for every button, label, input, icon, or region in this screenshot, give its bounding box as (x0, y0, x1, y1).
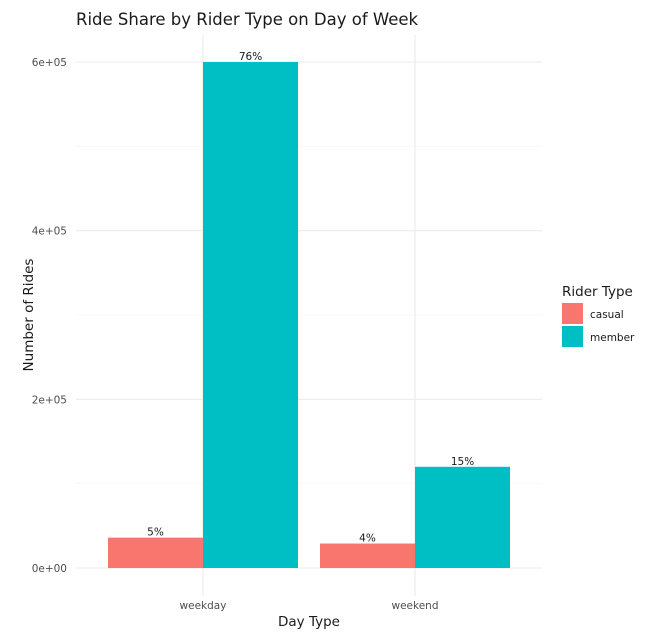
legend-key-casual (562, 303, 583, 324)
x-tick-label: weekday (180, 600, 227, 612)
bar-casual-weekday (108, 537, 203, 568)
data-label-casual-weekday: 5% (147, 527, 164, 539)
bar-member-weekday (203, 62, 298, 568)
y-tick-label: 6e+05 (32, 57, 67, 69)
legend-key-member (562, 326, 583, 347)
y-tick-label: 0e+00 (32, 563, 67, 575)
x-axis-title: Day Type (278, 614, 340, 630)
data-label-casual-weekend: 4% (359, 533, 376, 545)
legend-title: Rider Type (562, 284, 633, 300)
chart-title: Ride Share by Rider Type on Day of Week (76, 10, 419, 29)
x-tick-label: weekend (392, 600, 439, 612)
bars (108, 62, 510, 568)
bar-member-weekend (415, 466, 510, 568)
data-labels: 5% 76% 4% 15% (147, 51, 474, 545)
bar-casual-weekend (320, 543, 415, 568)
x-axis-ticks: weekday weekend (180, 600, 439, 612)
data-label-member-weekend: 15% (451, 456, 474, 468)
legend-label-member: member (590, 332, 635, 344)
y-axis-title: Number of Rides (21, 259, 37, 372)
legend-label-casual: casual (590, 309, 624, 321)
y-tick-label: 2e+05 (32, 394, 67, 406)
data-label-member-weekday: 76% (239, 51, 262, 63)
y-axis-ticks: 0e+00 2e+05 4e+05 6e+05 (32, 57, 67, 575)
legend: Rider Type casual member (562, 284, 635, 347)
y-tick-label: 4e+05 (32, 226, 67, 238)
legend-items: casual member (562, 303, 635, 347)
